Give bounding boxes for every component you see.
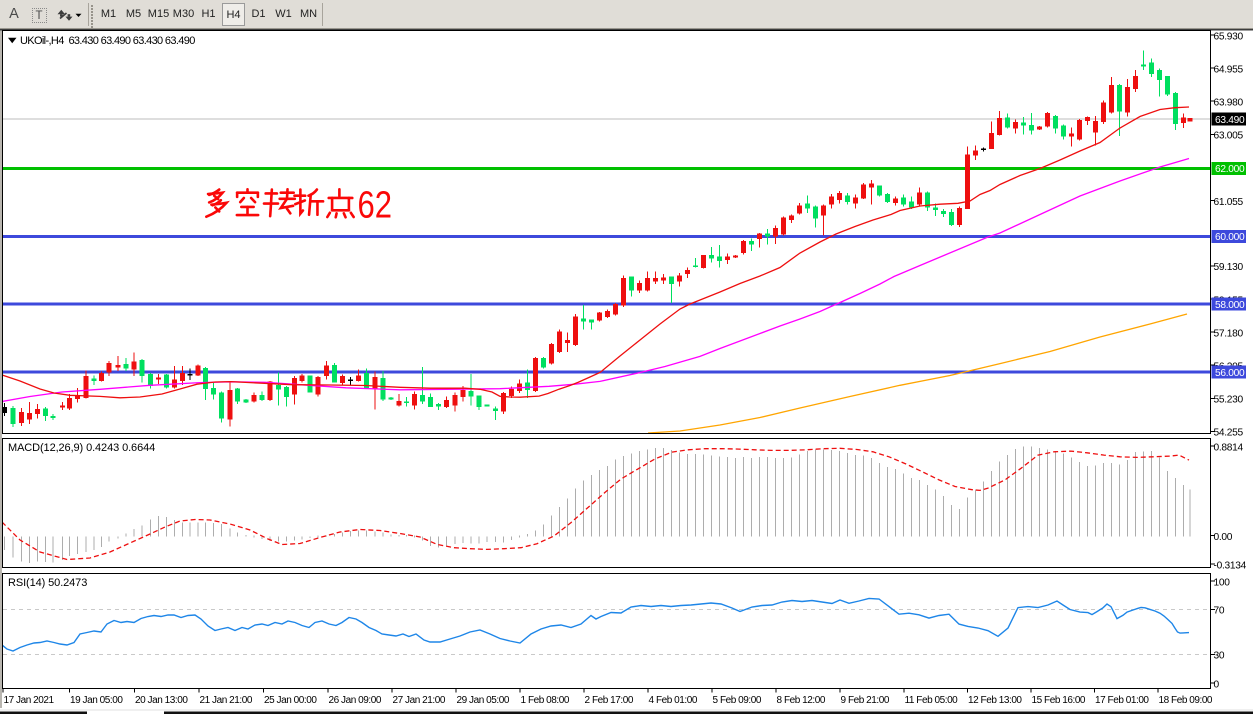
- svg-text:54.255: 54.255: [1214, 428, 1244, 439]
- svg-text:20 Jan 13:00: 20 Jan 13:00: [135, 695, 188, 706]
- svg-text:65.930: 65.930: [1214, 31, 1244, 42]
- svg-text:-0.3134: -0.3134: [1214, 560, 1247, 571]
- svg-text:62: 62: [358, 184, 393, 227]
- svg-text:15 Feb 16:00: 15 Feb 16:00: [1032, 695, 1086, 706]
- svg-text:63.005: 63.005: [1214, 131, 1244, 142]
- svg-text:27 Jan 21:00: 27 Jan 21:00: [393, 695, 446, 706]
- svg-text:21 Jan 21:00: 21 Jan 21:00: [200, 695, 253, 706]
- svg-text:29 Jan 05:00: 29 Jan 05:00: [457, 695, 510, 706]
- svg-text:8 Feb 12:00: 8 Feb 12:00: [777, 695, 826, 706]
- svg-text:0: 0: [1214, 679, 1220, 690]
- svg-text:5 Feb 09:00: 5 Feb 09:00: [713, 695, 762, 706]
- svg-text:17 Jan 2021: 17 Jan 2021: [4, 695, 55, 706]
- svg-text:MACD(12,26,9) 0.4243 0.6644: MACD(12,26,9) 0.4243 0.6644: [8, 442, 155, 454]
- svg-text:0.8814: 0.8814: [1214, 442, 1244, 453]
- svg-text:RSI(14) 50.2473: RSI(14) 50.2473: [8, 577, 87, 589]
- svg-text:62.000: 62.000: [1215, 164, 1245, 175]
- svg-text:0.00: 0.00: [1214, 532, 1233, 543]
- svg-text:70: 70: [1214, 606, 1225, 617]
- svg-text:59.130: 59.130: [1214, 262, 1244, 273]
- svg-text:63.980: 63.980: [1214, 98, 1244, 109]
- svg-text:64.955: 64.955: [1214, 64, 1244, 75]
- svg-text:55.230: 55.230: [1214, 395, 1244, 406]
- svg-text:100: 100: [1214, 577, 1231, 588]
- svg-text:19 Jan 05:00: 19 Jan 05:00: [70, 695, 123, 706]
- svg-text:11 Feb 05:00: 11 Feb 05:00: [905, 695, 959, 706]
- svg-text:17 Feb 01:00: 17 Feb 01:00: [1095, 695, 1149, 706]
- svg-text:26 Jan 09:00: 26 Jan 09:00: [329, 695, 382, 706]
- svg-text:63.490: 63.490: [1215, 115, 1245, 126]
- svg-text:30: 30: [1214, 651, 1225, 662]
- svg-text:UKOil-,H4 63.430 63.490 63.43: UKOil-,H4 63.430 63.490 63.430 63.490: [20, 35, 195, 47]
- svg-text:25 Jan 00:00: 25 Jan 00:00: [264, 695, 317, 706]
- svg-text:9 Feb 21:00: 9 Feb 21:00: [841, 695, 890, 706]
- svg-text:61.055: 61.055: [1214, 197, 1244, 208]
- svg-text:12 Feb 13:00: 12 Feb 13:00: [968, 695, 1022, 706]
- svg-text:60.000: 60.000: [1215, 232, 1245, 243]
- svg-text:1 Feb 08:00: 1 Feb 08:00: [521, 695, 570, 706]
- svg-text:57.180: 57.180: [1214, 328, 1244, 339]
- svg-text:2 Feb 17:00: 2 Feb 17:00: [585, 695, 634, 706]
- svg-text:4 Feb 01:00: 4 Feb 01:00: [649, 695, 698, 706]
- svg-text:18 Feb 09:00: 18 Feb 09:00: [1159, 695, 1213, 706]
- svg-text:58.000: 58.000: [1215, 300, 1245, 311]
- svg-text:56.000: 56.000: [1215, 368, 1245, 379]
